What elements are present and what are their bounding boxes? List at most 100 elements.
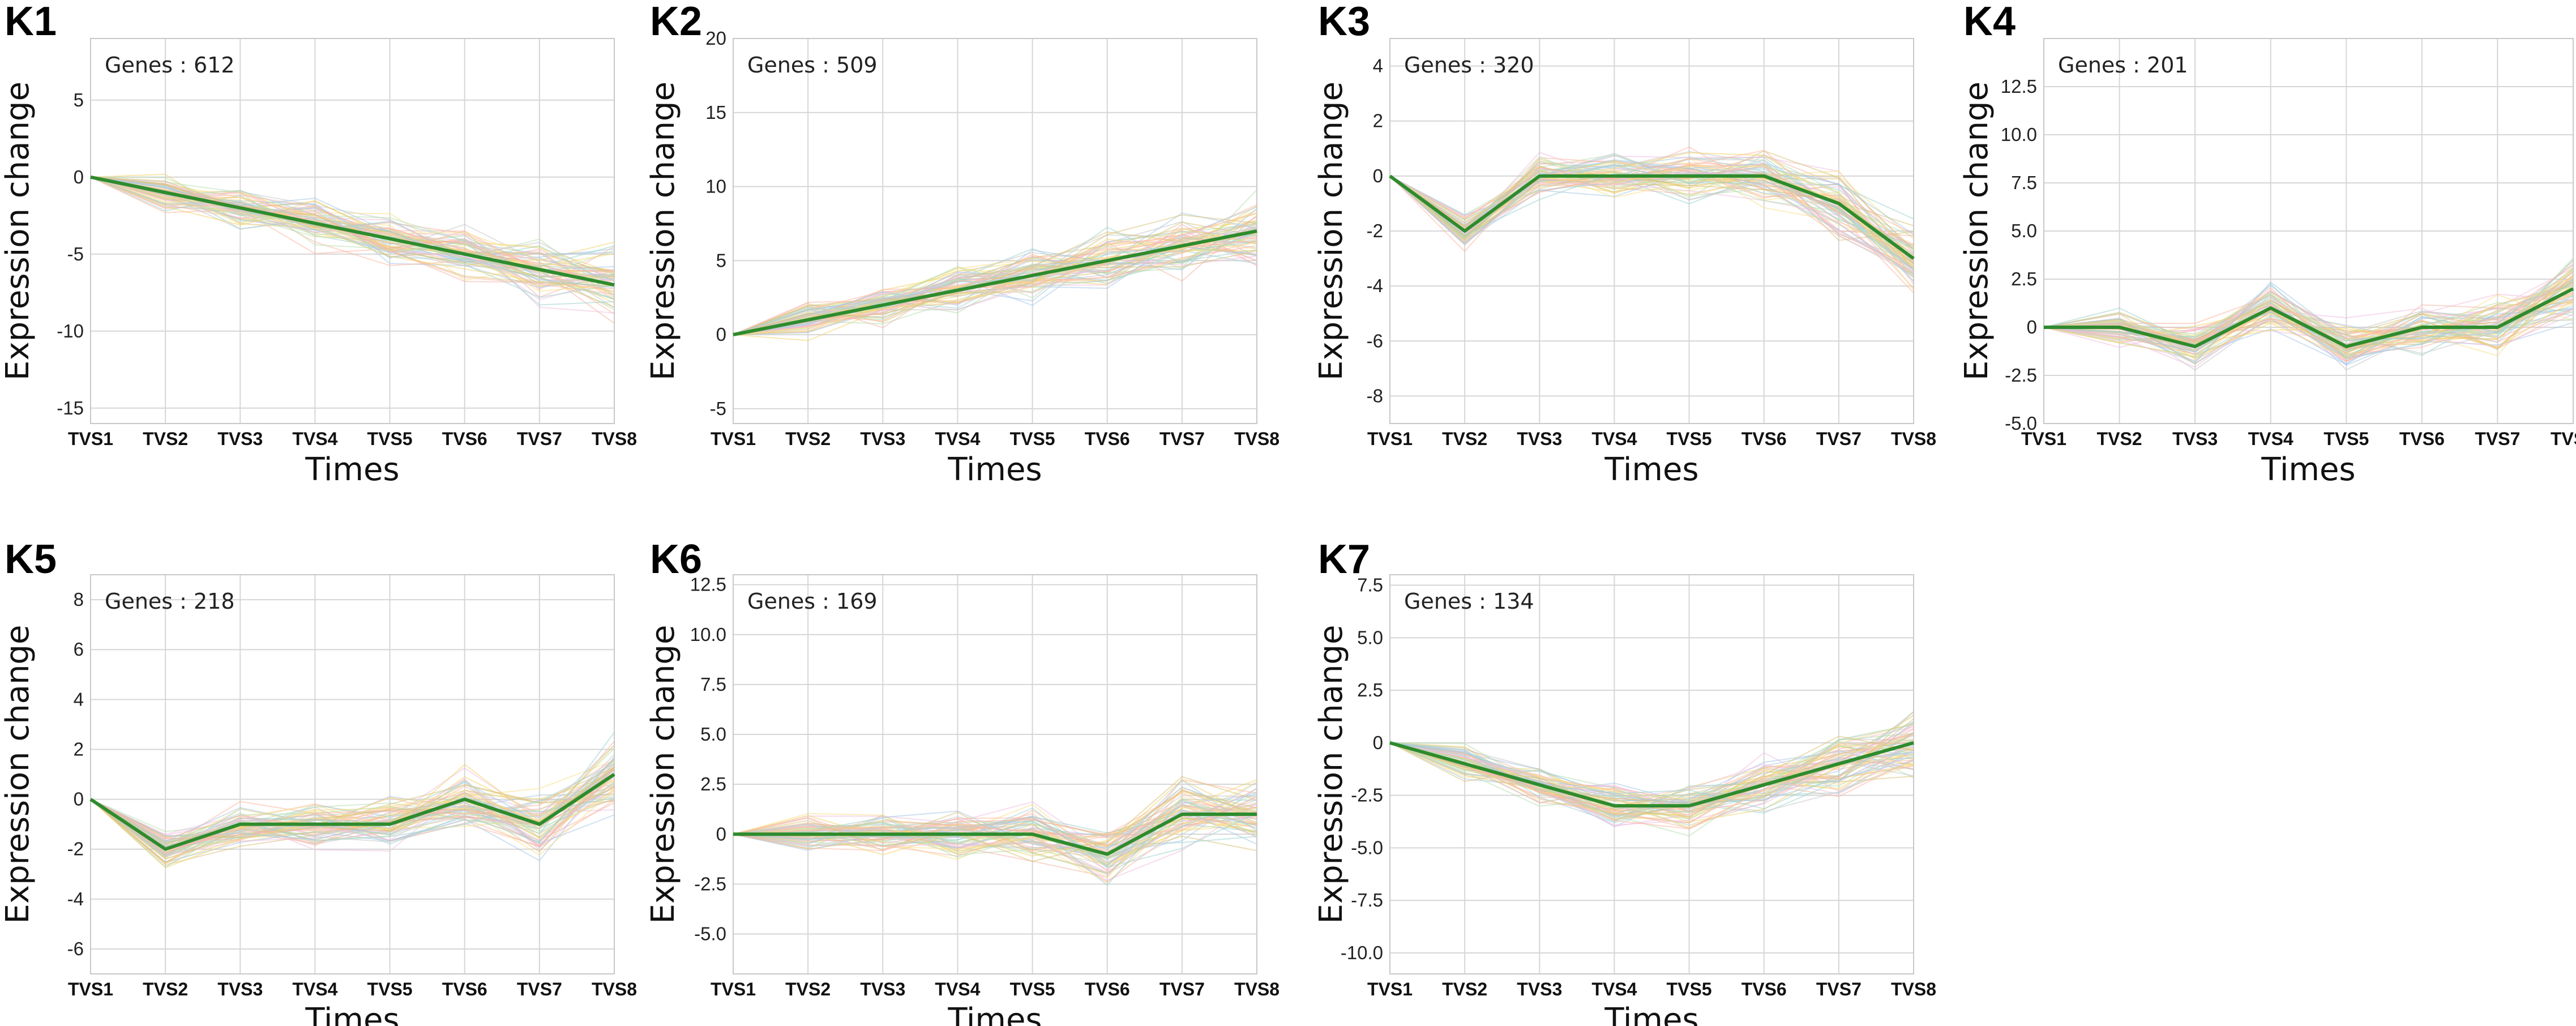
- panel-k3: K34 2 0 -2 -4 -6 -8 TVS1 TVS2 TVS3 TVS4 TVS5 TVS6 TVS…: [1313, 0, 1936, 488]
- x-tick-label: TVS5: [2323, 429, 2369, 449]
- gene-traces: [2044, 258, 2573, 371]
- gene-trace: [1390, 742, 1914, 813]
- y-tick-label: -10: [57, 320, 84, 341]
- x-tick-label: TVS6: [2399, 429, 2445, 449]
- y-tick-label: 0: [716, 823, 726, 844]
- y-tick-label: 2.5: [1357, 679, 1383, 700]
- y-tick-label: -2: [1367, 220, 1383, 241]
- gene-trace: [733, 788, 1257, 854]
- gene-trace: [733, 797, 1257, 839]
- panel-label: K3: [1318, 0, 1370, 44]
- y-tick-label: 5.0: [700, 724, 726, 745]
- x-tick-label: TVS1: [68, 979, 113, 999]
- y-tick-label: 7.5: [1357, 575, 1383, 596]
- x-tick-label: TVS4: [292, 979, 337, 999]
- gene-trace: [2044, 287, 2573, 354]
- x-tick-label: TVS5: [1667, 979, 1712, 999]
- panel-label: K4: [1963, 0, 2016, 44]
- panel-k1: K1 5 0 -5 -10 -15 TVS1 TVS2 TVS3 TVS4 TVS5 TVS6 TVS7…: [0, 0, 637, 488]
- x-tick-label: TVS4: [935, 429, 980, 449]
- gene-trace: [91, 758, 614, 847]
- gene-trace: [1390, 149, 1914, 293]
- gene-traces: [1390, 711, 1914, 837]
- y-axis-title: Expression change: [1313, 82, 1350, 381]
- panel-label: K7: [1318, 537, 1370, 582]
- gene-trace: [733, 228, 1257, 336]
- gene-trace: [2044, 300, 2573, 359]
- x-axis-title: Times: [305, 1002, 399, 1026]
- x-tick-label: TVS2: [785, 979, 831, 999]
- y-axis-title: Expression change: [1958, 82, 1995, 381]
- x-tick-label: TVS1: [711, 429, 756, 449]
- y-tick-label: 4: [1373, 55, 1383, 76]
- gene-trace: [733, 255, 1257, 336]
- x-tick-label: TVS1: [2021, 429, 2066, 449]
- x-tick-label: TVS7: [1816, 429, 1862, 449]
- y-tick-label: -5: [67, 243, 84, 264]
- x-tick-label: TVS2: [2097, 429, 2142, 449]
- genes-count: Genes : 320: [1404, 53, 1534, 78]
- y-tick-label: 10.0: [690, 624, 726, 645]
- y-tick-label: 0: [2027, 317, 2037, 337]
- x-tick-label: TVS3: [1517, 429, 1562, 449]
- x-tick-label: TVS4: [935, 979, 980, 999]
- gene-trace: [1390, 742, 1914, 801]
- x-tick-label: TVS6: [442, 979, 487, 999]
- cluster-profile-line: [1389, 741, 1914, 808]
- x-tick-label: TVS6: [1741, 429, 1787, 449]
- gene-trace: [2044, 280, 2573, 365]
- x-tick-label: TVS5: [367, 979, 413, 999]
- gene-trace: [91, 176, 614, 299]
- cluster-profile-line: [733, 813, 1257, 856]
- plot-frame: [90, 38, 615, 424]
- x-axis-title: Times: [2261, 451, 2355, 488]
- y-tick-label: 15: [705, 102, 726, 123]
- gene-trace: [1390, 742, 1914, 805]
- gene-trace: [1390, 742, 1914, 827]
- genes-count: Genes : 218: [105, 589, 235, 614]
- plot-frame: [1389, 574, 1914, 974]
- x-tick-label: TVS8: [1891, 979, 1936, 999]
- y-tick-label: -2.5: [694, 873, 726, 894]
- gene-trace: [733, 214, 1257, 336]
- gene-trace: [2044, 307, 2573, 368]
- gene-trace: [733, 228, 1257, 336]
- y-tick-label: 5.0: [2011, 220, 2037, 241]
- gene-trace: [733, 811, 1257, 852]
- y-tick-label: -6: [1367, 330, 1383, 351]
- y-tick-label: 5: [716, 250, 726, 271]
- panel-label: K6: [650, 537, 702, 582]
- x-tick-label: TVS2: [785, 429, 831, 449]
- y-tick-label: -10.0: [1341, 942, 1383, 963]
- gene-trace: [91, 798, 614, 845]
- y-tick-label: 12.5: [690, 574, 726, 595]
- plot-frame: [1389, 38, 1914, 424]
- cluster-profile-line: [2044, 287, 2574, 348]
- y-tick-label: -2.5: [1351, 785, 1383, 806]
- x-tick-label: TVS5: [367, 429, 413, 449]
- x-tick-label: TVS3: [217, 979, 263, 999]
- gene-trace: [1390, 165, 1914, 250]
- genes-count: Genes : 134: [1404, 589, 1534, 614]
- x-tick-label: TVS4: [2248, 429, 2293, 449]
- x-tick-label: TVS7: [517, 429, 562, 449]
- x-tick-label: TVS1: [1367, 429, 1413, 449]
- gene-trace: [733, 799, 1257, 863]
- y-tick-label: 5: [74, 89, 84, 110]
- gene-trace: [91, 176, 614, 293]
- y-tick-label: 2.5: [2011, 268, 2037, 289]
- cluster-profile-line: [733, 229, 1257, 337]
- gene-trace: [733, 790, 1257, 862]
- gene-trace: [91, 789, 614, 852]
- gene-trace: [733, 806, 1257, 883]
- cluster-profile-line: [90, 175, 615, 287]
- y-tick-label: -6: [67, 938, 84, 959]
- x-axis-title: Times: [1604, 451, 1698, 488]
- plot-frame: [733, 574, 1257, 974]
- x-tick-label: TVS3: [2172, 429, 2218, 449]
- x-tick-label: TVS4: [1591, 429, 1637, 449]
- gene-trace: [2044, 281, 2573, 345]
- gene-trace: [91, 176, 614, 275]
- y-tick-label: 2: [74, 738, 84, 759]
- y-tick-label: -7.5: [1351, 890, 1383, 910]
